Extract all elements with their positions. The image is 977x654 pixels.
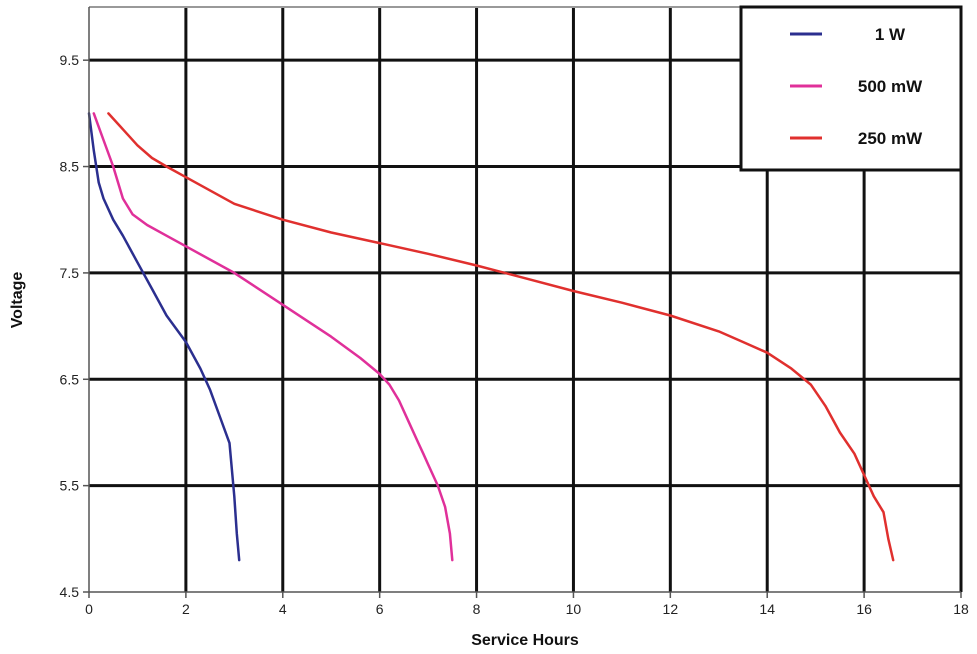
y-tick-label: 8.5 [60, 159, 80, 175]
x-axis-ticks: 0 2 4 6 8 10 12 14 16 18 [85, 592, 969, 617]
legend-box [739, 5, 963, 172]
x-tick-label: 12 [663, 601, 679, 617]
x-tick-label: 2 [182, 601, 190, 617]
series-line-2 [92, 112, 454, 562]
y-tick-label: 5.5 [60, 478, 80, 494]
legend-label: 1 W [875, 25, 906, 44]
series-lines [87, 112, 895, 562]
x-tick-label: 0 [85, 601, 93, 617]
x-tick-label: 18 [953, 601, 969, 617]
legend-label: 250 mW [858, 129, 923, 148]
y-axis-title: Voltage [9, 272, 26, 329]
series-line-1 [87, 112, 241, 562]
x-tick-label: 16 [856, 601, 872, 617]
x-tick-label: 8 [473, 601, 481, 617]
series-line-3 [107, 112, 895, 562]
y-tick-label: 4.5 [60, 584, 80, 600]
x-axis-title: Service Hours [471, 632, 579, 649]
y-tick-label: 7.5 [60, 265, 80, 281]
y-axis-ticks: 4.5 5.5 6.5 7.5 8.5 9.5 [60, 52, 89, 600]
x-tick-label: 10 [566, 601, 582, 617]
x-tick-label: 6 [376, 601, 384, 617]
y-tick-label: 9.5 [60, 52, 80, 68]
x-tick-label: 4 [279, 601, 287, 617]
y-tick-label: 6.5 [60, 371, 80, 387]
legend: 1 W 500 mW 250 mW [739, 5, 963, 172]
legend-label: 500 mW [858, 77, 923, 96]
x-tick-label: 14 [759, 601, 775, 617]
